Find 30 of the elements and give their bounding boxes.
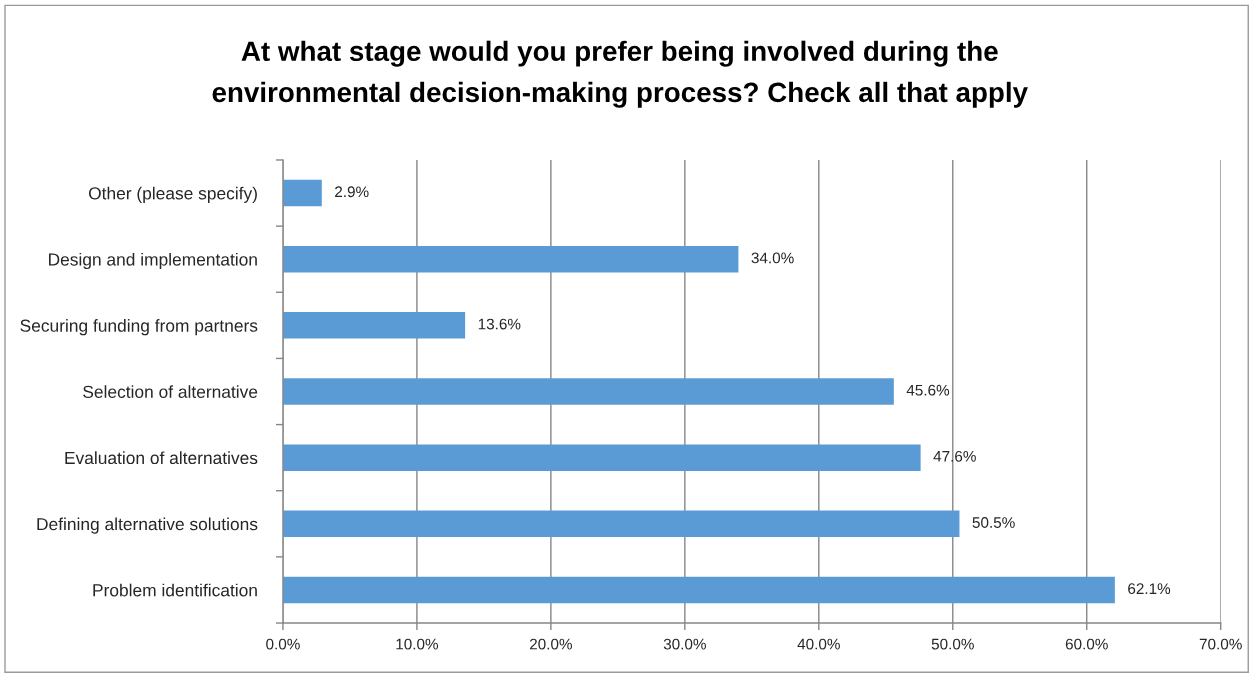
x-tick-label: 0.0%: [266, 638, 300, 650]
bar: [282, 444, 921, 471]
x-tick-label: 30.0%: [663, 638, 706, 650]
bar: [282, 510, 960, 538]
bar: [282, 245, 739, 273]
x-tick-label: 60.0%: [1065, 638, 1108, 650]
data-label: 47.6%: [933, 450, 976, 462]
x-tick-label: 50.0%: [931, 638, 974, 650]
chart-title: At what stage would you prefer being involved during the environmental decision-making process? Check all that apply: [212, 40, 1028, 108]
data-label: 2.9%: [335, 186, 369, 198]
data-label: 13.6%: [478, 318, 521, 330]
data-label: 62.1%: [1128, 583, 1171, 595]
x-tick-label: 10.0%: [396, 638, 439, 650]
x-tick-label: 40.0%: [797, 638, 840, 650]
data-label: 34.0%: [751, 252, 794, 264]
x-tick-label: 70.0%: [1199, 638, 1242, 650]
bar: [282, 576, 1115, 604]
bar: [282, 378, 894, 405]
y-tick-label: Defining alternative solutions: [37, 517, 258, 534]
y-tick-label: Securing funding from partners: [20, 319, 258, 336]
data-label: 50.5%: [972, 517, 1015, 528]
data-label: 45.6%: [906, 384, 950, 396]
y-tick-label: Design and implementation: [49, 252, 257, 270]
y-tick-label: Evaluation of alternatives: [65, 451, 258, 465]
bar: [282, 179, 322, 207]
y-tick-label: Other (please specify): [88, 186, 257, 203]
y-tick-label: Problem identification: [93, 583, 257, 597]
x-tick-label: 20.0%: [529, 638, 572, 650]
bar: [282, 312, 466, 339]
y-tick-label: Selection of alternative: [83, 385, 258, 398]
